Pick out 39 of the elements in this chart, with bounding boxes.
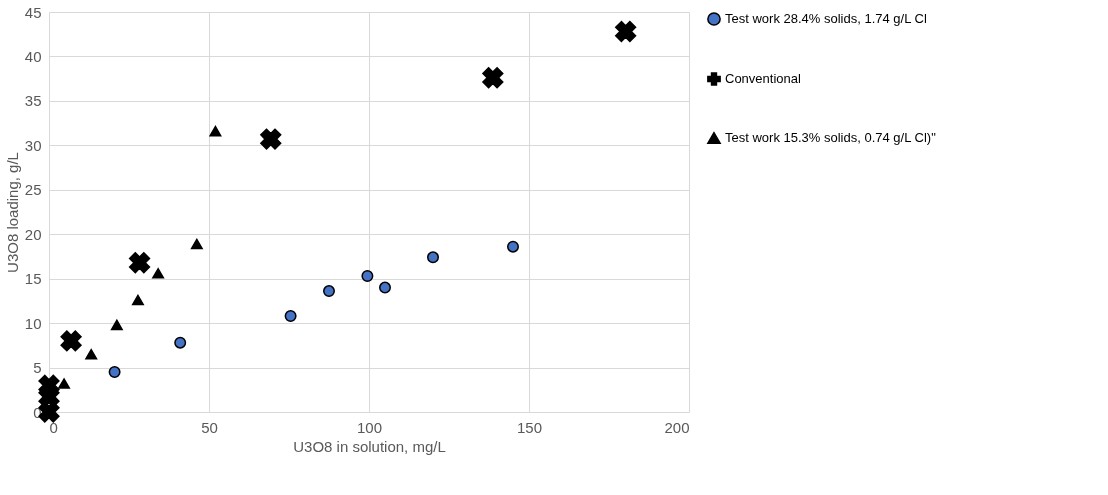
- legend-label: Conventional: [725, 71, 801, 86]
- point: [614, 20, 637, 43]
- x-tick-label: 150: [516, 418, 543, 436]
- y-tick-label: 15: [24, 270, 42, 288]
- point: [284, 310, 297, 322]
- point: [152, 268, 165, 279]
- point: [174, 336, 187, 349]
- y-tick-label: 25: [24, 181, 42, 199]
- x-tick-label: 100: [356, 418, 383, 436]
- point: [110, 319, 123, 331]
- point: [209, 125, 222, 137]
- point: [427, 251, 439, 264]
- point: [108, 366, 121, 378]
- point: [60, 330, 82, 352]
- legend-label: Test work 15.3% solids, 0.74 g/L Cl)": [725, 130, 937, 145]
- point: [379, 281, 391, 294]
- y-tick-label: 5: [33, 359, 42, 377]
- point: [131, 294, 144, 306]
- y-axis-title: U3O8 loading, g/L: [3, 152, 21, 273]
- point: [190, 238, 203, 250]
- point: [260, 128, 282, 150]
- y-tick-label: 20: [24, 225, 42, 243]
- y-tick-label: 35: [24, 92, 42, 110]
- y-tick-label: 30: [24, 136, 42, 154]
- y-tick-label: 45: [24, 3, 42, 21]
- y-tick-label: 40: [24, 47, 42, 65]
- point: [58, 378, 71, 389]
- point: [361, 270, 374, 282]
- x-tick-label: 0: [49, 418, 58, 436]
- x-axis-title: U3O8 in solution, mg/L: [293, 437, 446, 455]
- x-tick-label: 50: [201, 418, 218, 436]
- y-tick-label: 10: [24, 314, 42, 332]
- legend-label: Test work 28.4% solids, 1.74 g/L Cl: [725, 11, 927, 26]
- point: [323, 285, 335, 298]
- point: [482, 67, 504, 89]
- point: [507, 240, 519, 253]
- x-tick-label: 200: [664, 418, 690, 436]
- point: [128, 252, 151, 274]
- point: [85, 348, 98, 360]
